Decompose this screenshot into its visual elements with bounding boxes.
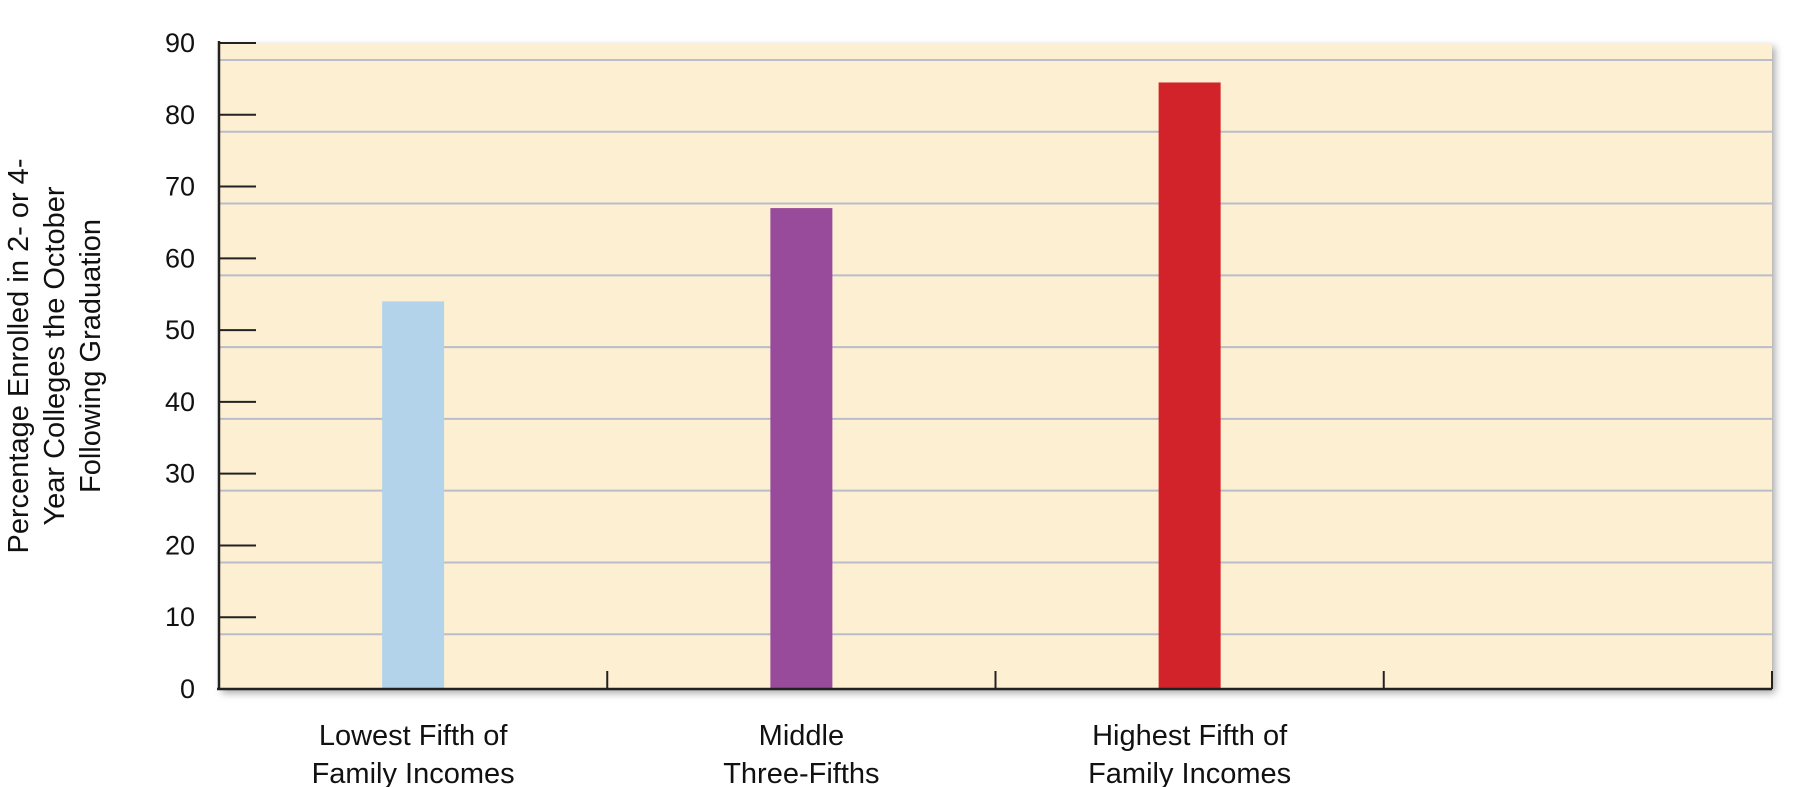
bar (770, 208, 833, 690)
y-tick-label: 80 (165, 100, 195, 130)
x-category-label: Highest Fifth of Family Incomes (1088, 720, 1291, 787)
y-tick-label: 70 (165, 172, 195, 202)
x-category-label: Lowest Fifth of Family Incomes (312, 720, 515, 787)
y-tick-label: 0 (180, 674, 195, 704)
y-tick-labels: 0 10 20 30 40 50 60 70 80 90 (165, 28, 195, 704)
y-tick-label: 20 (165, 530, 195, 560)
gridlines (219, 59, 1772, 636)
plot-area (219, 43, 1772, 689)
bars (382, 82, 1221, 690)
bar (1158, 82, 1221, 689)
y-tick-label: 30 (165, 459, 195, 489)
y-tick-label: 40 (165, 387, 195, 417)
axes (217, 41, 1773, 691)
x-category-labels: Lowest Fifth of Family Incomes Middle Three… (312, 720, 1292, 787)
y-tick-label: 10 (165, 602, 195, 632)
y-tick-label: 60 (165, 243, 195, 273)
x-category-label: Middle Three-Fifths (723, 720, 879, 787)
bar (382, 301, 445, 689)
y-tick-label: 90 (165, 28, 195, 58)
y-tick-label: 50 (165, 315, 195, 345)
y-axis-label: Percentage Enrolled in 2- or 4- Year Coll… (3, 159, 107, 554)
